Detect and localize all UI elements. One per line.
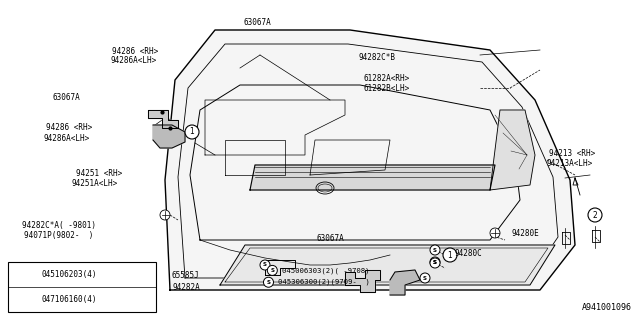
Polygon shape — [148, 110, 178, 128]
Text: 1: 1 — [189, 127, 195, 137]
Text: 94213A<LH>: 94213A<LH> — [547, 159, 593, 168]
Text: 047106160(4): 047106160(4) — [42, 295, 97, 304]
FancyBboxPatch shape — [8, 262, 156, 312]
Text: 94213 <RH>: 94213 <RH> — [549, 149, 595, 158]
Text: S: S — [32, 297, 36, 302]
Polygon shape — [390, 270, 420, 295]
Text: 045106203(4): 045106203(4) — [42, 270, 97, 279]
Text: 2: 2 — [593, 211, 597, 220]
Text: S: S — [270, 268, 275, 273]
Text: 1: 1 — [447, 251, 452, 260]
Text: 94280C: 94280C — [454, 249, 482, 258]
Text: S: S — [423, 276, 427, 281]
Circle shape — [420, 273, 430, 283]
Polygon shape — [165, 30, 575, 290]
Circle shape — [490, 228, 500, 238]
Text: S: S — [263, 262, 267, 268]
Circle shape — [430, 257, 440, 267]
Text: 65585J: 65585J — [172, 271, 199, 280]
Text: 94251 <RH>: 94251 <RH> — [76, 169, 122, 178]
Text: 63067A: 63067A — [52, 93, 80, 102]
Circle shape — [160, 210, 170, 220]
Text: A941001096: A941001096 — [582, 303, 632, 312]
Text: S: S — [32, 272, 36, 277]
Circle shape — [588, 208, 602, 222]
Text: 045006303(2)( -9708): 045006303(2)( -9708) — [282, 267, 370, 274]
Text: 61282B<LH>: 61282B<LH> — [364, 84, 410, 93]
Text: 045306300(2)(9709-  ): 045306300(2)(9709- ) — [278, 279, 371, 285]
Circle shape — [264, 277, 273, 287]
Circle shape — [430, 245, 440, 255]
Circle shape — [29, 269, 39, 279]
Circle shape — [14, 268, 26, 281]
Text: 94286 <RH>: 94286 <RH> — [112, 47, 158, 56]
Text: 94280E: 94280E — [512, 229, 540, 238]
Text: 94251A<LH>: 94251A<LH> — [72, 180, 118, 188]
Circle shape — [14, 293, 26, 306]
Text: 61282A<RH>: 61282A<RH> — [364, 74, 410, 83]
Text: 94282C*B: 94282C*B — [358, 53, 396, 62]
Polygon shape — [345, 270, 380, 292]
Polygon shape — [153, 125, 185, 148]
Circle shape — [268, 265, 277, 276]
Circle shape — [443, 248, 457, 262]
Text: 94071P(9802-  ): 94071P(9802- ) — [24, 231, 93, 240]
Text: S: S — [433, 247, 437, 252]
Text: S: S — [433, 260, 437, 265]
Text: S: S — [433, 260, 437, 266]
Text: 63067A: 63067A — [243, 18, 271, 27]
Text: 1: 1 — [18, 270, 22, 279]
Circle shape — [29, 294, 39, 305]
Circle shape — [185, 125, 199, 139]
Text: 94286A<LH>: 94286A<LH> — [110, 56, 156, 65]
Text: 94286 <RH>: 94286 <RH> — [46, 124, 92, 132]
Polygon shape — [220, 245, 555, 285]
Text: 2: 2 — [18, 295, 22, 304]
Circle shape — [430, 258, 440, 268]
Polygon shape — [250, 165, 495, 190]
Text: S: S — [266, 280, 271, 285]
Text: 94282A: 94282A — [173, 283, 200, 292]
Text: 63067A: 63067A — [317, 234, 344, 243]
Circle shape — [260, 260, 270, 270]
Text: 94286A<LH>: 94286A<LH> — [44, 134, 90, 143]
Text: 94282C*A( -9801): 94282C*A( -9801) — [22, 221, 97, 230]
Polygon shape — [490, 110, 535, 190]
